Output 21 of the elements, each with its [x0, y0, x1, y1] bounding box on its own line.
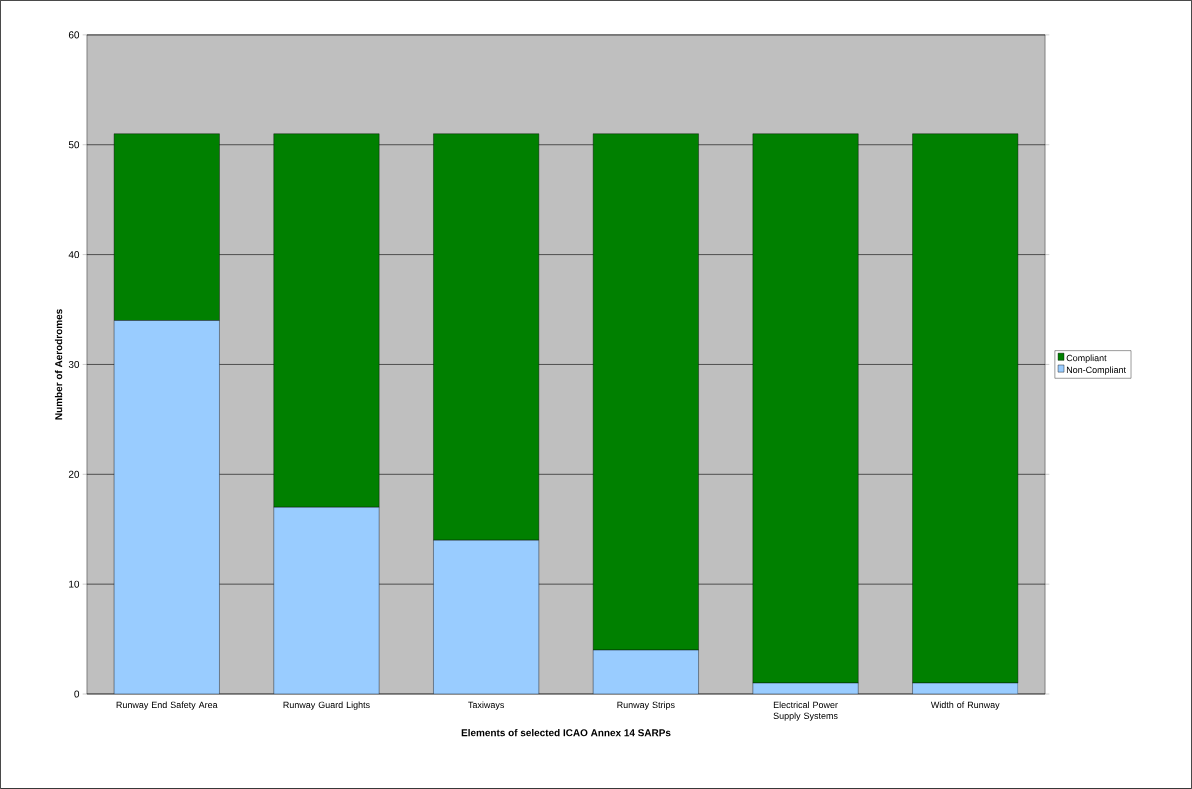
y-tick-label: 30 — [68, 360, 80, 368]
x-tick-label: Runway Strips — [617, 701, 675, 710]
y-tick-label: 60 — [68, 31, 80, 39]
x-tick-label: Taxiways — [468, 701, 505, 710]
y-tick-label: 10 — [69, 580, 80, 588]
legend-label: Non-Compliant — [1066, 366, 1126, 375]
y-tick-label: 20 — [68, 470, 80, 478]
bar — [433, 540, 540, 695]
bar — [273, 507, 380, 695]
bar — [592, 649, 699, 695]
x-tick-label: Width of Runway — [930, 701, 1000, 710]
y-tick-label: 50 — [68, 141, 80, 149]
y-tick-label: 0 — [74, 690, 80, 698]
y-tick-label: 40 — [68, 251, 80, 259]
x-axis-title: Elements of selected ICAO Annex 14 SARPs — [461, 728, 671, 737]
legend-label: Compliant — [1066, 354, 1107, 363]
bar — [113, 320, 220, 695]
x-tick-label: Electrical Power Supply Systems — [773, 701, 838, 721]
x-tick-label: Runway Guard Lights — [283, 701, 370, 710]
y-axis-title: Number of Aerodromes — [54, 309, 63, 420]
x-tick-label: Runway End Safety Area — [116, 701, 218, 710]
